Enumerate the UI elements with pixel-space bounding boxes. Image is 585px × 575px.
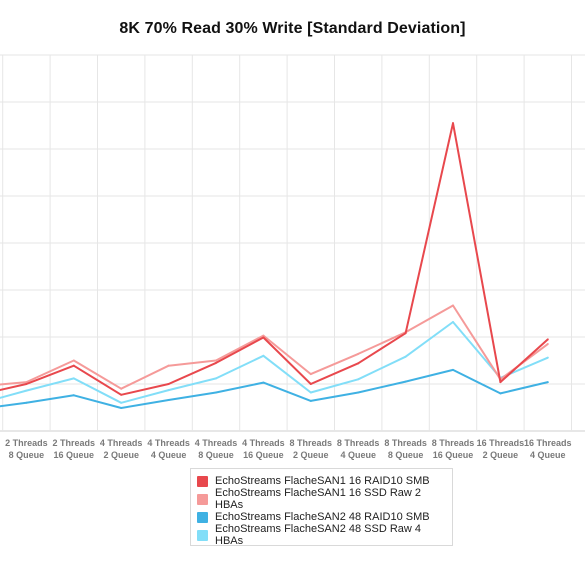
data-point (215, 391, 217, 394)
data-point (25, 381, 28, 384)
data-point (452, 368, 454, 371)
data-point (499, 381, 502, 384)
data-point (72, 364, 75, 367)
series-line-1 (0, 122, 549, 396)
chart-title: 8K 70% Read 30% Write [Standard Deviatio… (119, 20, 466, 37)
x-tick-label: 2 Threads 16 Queue (53, 438, 96, 460)
data-point (404, 355, 407, 358)
legend-swatch (197, 529, 208, 541)
data-point (25, 389, 28, 392)
data-point (25, 401, 28, 404)
data-point (546, 343, 549, 346)
data-point (72, 377, 75, 380)
data-point (167, 364, 170, 367)
data-point (167, 389, 170, 392)
data-point (309, 383, 312, 385)
data-point (357, 362, 360, 365)
grid-lines (0, 54, 585, 432)
data-point (120, 401, 123, 404)
x-tick-label: 8 Threads 16 Queue (432, 438, 475, 460)
data-point (72, 394, 75, 397)
data-point (357, 391, 360, 394)
legend-label: EchoStreams FlacheSAN1 16 SSD Raw 2 HBAs (215, 487, 422, 511)
data-point (262, 334, 265, 337)
legend-swatch (197, 511, 208, 523)
series-line-3 (0, 368, 549, 409)
data-point (120, 406, 123, 409)
data-point (262, 336, 265, 339)
series-lines (0, 122, 549, 409)
x-tick-label: 4 Threads 4 Queue (147, 438, 190, 460)
data-point (499, 392, 502, 395)
x-tick-label: 4 Threads 2 Queue (100, 438, 143, 460)
data-point (72, 359, 75, 362)
legend-label: EchoStreams FlacheSAN2 48 RAID10 SMB (215, 511, 430, 523)
x-tick-label: 2 Threads 8 Queue (5, 438, 48, 460)
legend: EchoStreams FlacheSAN1 16 RAID10 SMB Echo… (190, 468, 453, 547)
x-tick-label: 16 Threads 2 Queue (477, 438, 525, 460)
data-point (215, 377, 217, 380)
data-point (309, 391, 312, 394)
x-tick-label: 16 Threads 4 Queue (524, 438, 572, 460)
x-tick-label: 4 Threads 16 Queue (242, 438, 285, 460)
x-tick-label: 8 Threads 8 Queue (384, 438, 427, 460)
legend-swatch (197, 493, 208, 505)
data-point (167, 383, 170, 385)
data-point (546, 356, 549, 359)
x-tick-label: 8 Threads 2 Queue (290, 438, 333, 460)
data-point (546, 338, 549, 341)
data-point (262, 354, 265, 357)
data-point (546, 381, 549, 384)
data-point (120, 393, 123, 396)
data-point (404, 332, 407, 335)
legend-item: EchoStreams FlacheSAN2 48 SSD Raw 4 HBAs (197, 523, 452, 547)
legend-item: EchoStreams FlacheSAN1 16 RAID10 SMB (197, 472, 452, 490)
x-tick-label: 8 Threads 4 Queue (337, 438, 380, 460)
data-point (25, 383, 28, 385)
data-point (452, 320, 454, 323)
data-point (215, 361, 217, 364)
legend-label: EchoStreams FlacheSAN2 48 SSD Raw 4 HBAs (215, 523, 422, 547)
data-point (452, 122, 454, 125)
x-tick-label: 4 Threads 8 Queue (195, 438, 238, 460)
legend-label: EchoStreams FlacheSAN1 16 RAID10 SMB (215, 475, 430, 487)
data-point (309, 373, 312, 376)
data-point (357, 378, 360, 381)
legend-item: EchoStreams FlacheSAN2 48 RAID10 SMB (197, 508, 452, 526)
data-point (404, 380, 407, 383)
data-point (357, 352, 360, 355)
data-point (167, 398, 170, 401)
legend-swatch (197, 475, 208, 487)
legend-item: EchoStreams FlacheSAN1 16 SSD Raw 2 HBAs (197, 487, 452, 511)
data-point (262, 381, 265, 384)
data-point (452, 304, 454, 307)
data-point (120, 387, 123, 390)
data-point (215, 359, 217, 362)
series-line-4 (0, 321, 549, 404)
data-point (309, 399, 312, 402)
